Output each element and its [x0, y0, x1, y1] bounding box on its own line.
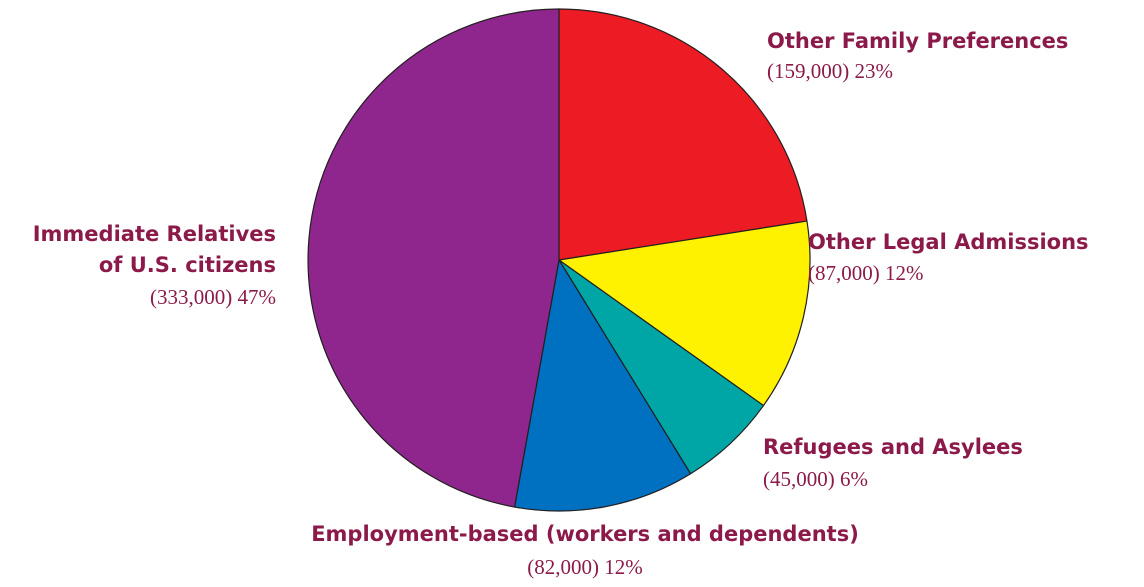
label-immediate-relatives: Immediate Relatives of U.S. citizens (33…: [33, 222, 276, 309]
label-employment-based-value: (82,000) 12%: [527, 555, 642, 579]
pie-slice-other-legal-admissions: [558, 220, 811, 407]
label-employment-based-name: Employment-based (workers and dependents…: [311, 522, 859, 546]
label-other-family-preferences-value: (159,000) 23%: [767, 59, 893, 83]
pie-slice-employment-based-workers-and-dependents: [513, 259, 692, 512]
label-other-legal-admissions: Other Legal Admissions (87,000) 12%: [808, 230, 1089, 285]
label-other-family-preferences: Other Family Preferences (159,000) 23%: [767, 29, 1068, 83]
label-immediate-relatives-name-line2: of U.S. citizens: [99, 253, 276, 277]
label-refugees-and-asylees: Refugees and Asylees (45,000) 6%: [763, 435, 1023, 491]
label-employment-based: Employment-based (workers and dependents…: [311, 522, 859, 579]
label-other-legal-admissions-name: Other Legal Admissions: [808, 230, 1089, 254]
label-refugees-and-asylees-value: (45,000) 6%: [763, 467, 868, 491]
label-refugees-and-asylees-name: Refugees and Asylees: [763, 435, 1023, 459]
pie-slice-other-family-preferences: [558, 8, 808, 261]
label-immediate-relatives-name-line1: Immediate Relatives: [33, 222, 276, 246]
label-other-legal-admissions-value: (87,000) 12%: [808, 261, 923, 285]
pie-slices: [307, 8, 811, 512]
label-immediate-relatives-value: (333,000) 47%: [150, 285, 276, 309]
pie-slice-immediate-relatives-of-u-s-citizens: [307, 8, 560, 508]
label-other-family-preferences-name: Other Family Preferences: [767, 29, 1068, 53]
